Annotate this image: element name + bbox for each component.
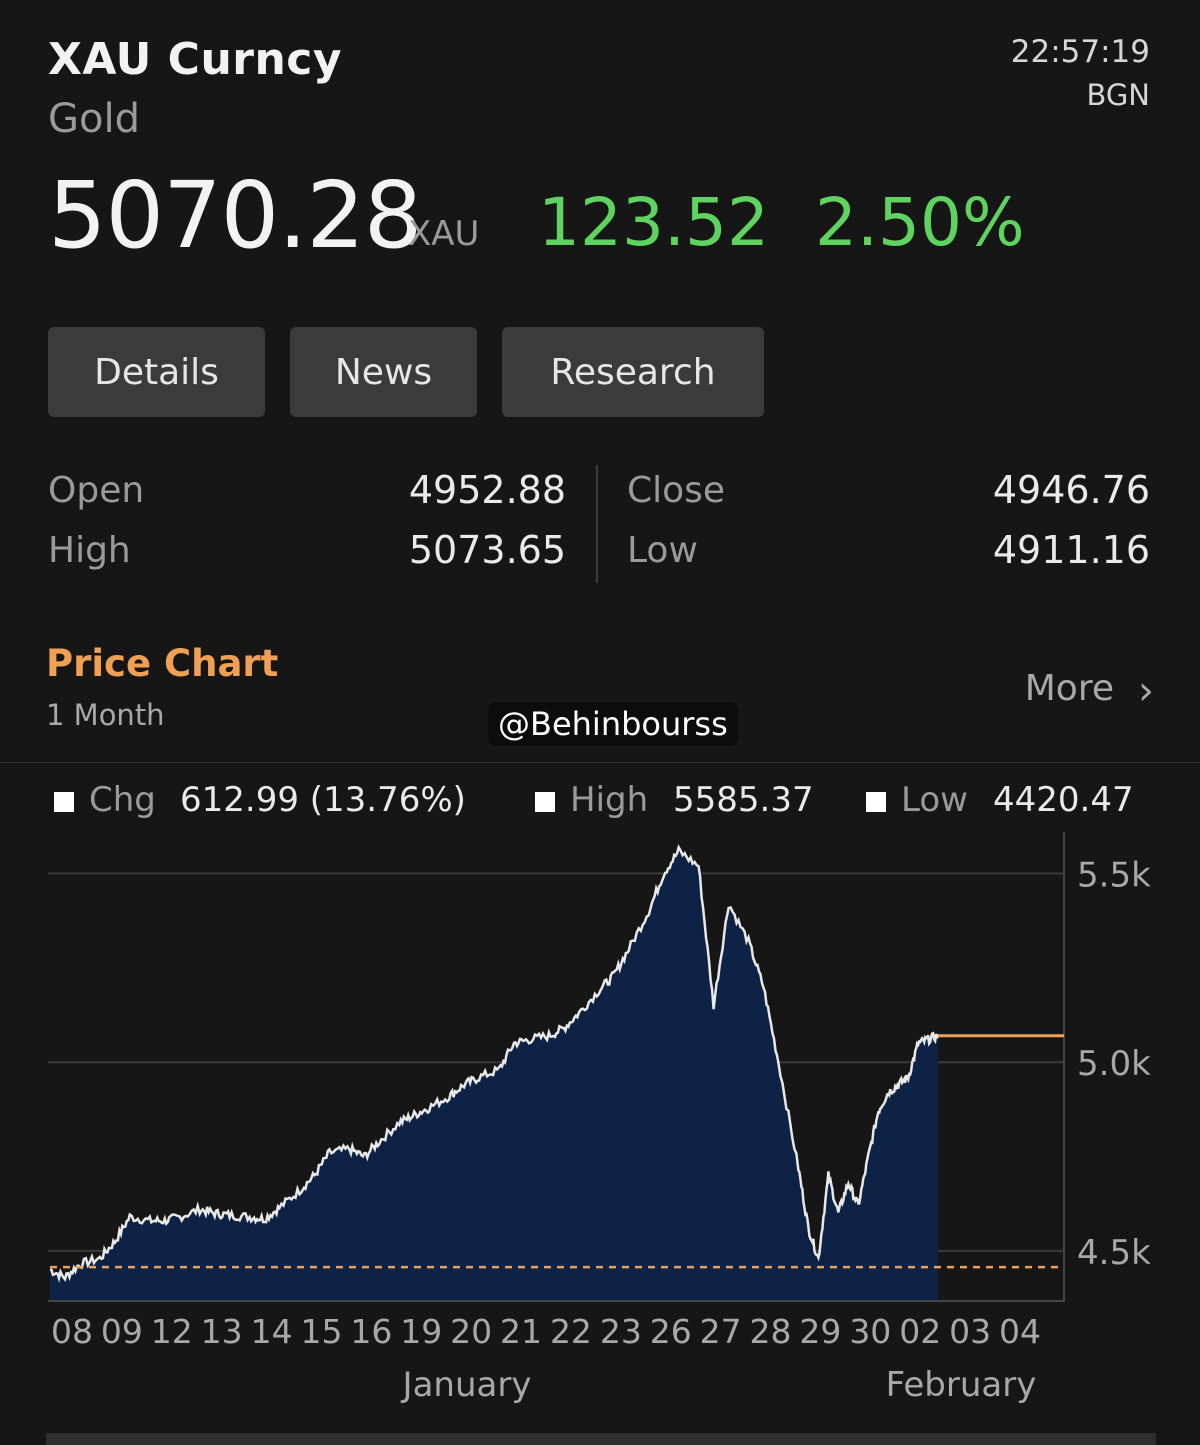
low-label: Low (627, 530, 698, 571)
low-legend-value: 4420.47 (993, 780, 1134, 820)
x-tick-label: 28 (750, 1312, 792, 1351)
open-label: Open (48, 470, 145, 511)
x-tick-label: 21 (500, 1312, 542, 1351)
chg-legend-value: 612.99 (13.76%) (180, 780, 466, 820)
y-tick-label: 5.5k (1077, 856, 1151, 896)
quote-time: 22:57:19 (1010, 34, 1150, 70)
x-tick-label: 15 (300, 1312, 342, 1351)
high-label: High (48, 530, 131, 571)
month-label-january: January (401, 1365, 532, 1405)
section-divider (0, 762, 1200, 763)
percent-change: 2.50% (815, 184, 1025, 261)
x-tick-label: 27 (700, 1312, 742, 1351)
x-tick-label: 08 (51, 1312, 93, 1351)
last-price: 5070.28 (48, 162, 422, 269)
high-legend-value: 5585.37 (673, 780, 814, 820)
chg-legend-marker (54, 792, 74, 812)
chevron-right-icon[interactable]: › (1138, 668, 1154, 714)
net-change: 123.52 (538, 184, 769, 261)
x-tick-label: 26 (650, 1312, 692, 1351)
watermark-label: @Behinbourss (488, 702, 738, 746)
x-tick-label: 03 (949, 1312, 991, 1351)
bottom-panel-edge (46, 1433, 1156, 1445)
pricing-source: BGN (1086, 78, 1150, 112)
price-line (49, 844, 940, 1283)
high-legend-marker (535, 792, 555, 812)
open-value: 4952.88 (408, 468, 566, 512)
low-legend-label: Low (901, 780, 968, 820)
x-tick-label: 22 (550, 1312, 592, 1351)
more-link[interactable]: More (1024, 668, 1114, 709)
x-tick-label: 12 (151, 1312, 193, 1351)
stats-divider (596, 465, 598, 583)
chart-range[interactable]: 1 Month (46, 698, 165, 732)
x-tick-label: 09 (101, 1312, 143, 1351)
close-label: Close (627, 470, 726, 511)
tab-details[interactable]: Details (48, 327, 265, 417)
chg-legend-label: Chg (89, 780, 156, 820)
price-chart-title: Price Chart (46, 642, 279, 685)
y-tick-label: 5.0k (1077, 1044, 1151, 1084)
x-tick-label: 04 (999, 1312, 1041, 1351)
x-tick-label: 02 (899, 1312, 941, 1351)
security-name: Gold (48, 96, 140, 142)
x-tick-label: 13 (201, 1312, 243, 1351)
x-tick-label: 19 (400, 1312, 442, 1351)
low-value: 4911.16 (992, 528, 1150, 572)
tab-news[interactable]: News (290, 327, 477, 417)
month-label-february: February (886, 1365, 1037, 1405)
high-value: 5073.65 (408, 528, 566, 572)
y-tick-label: 4.5k (1077, 1233, 1151, 1273)
x-tick-label: 20 (450, 1312, 492, 1351)
x-tick-label: 23 (600, 1312, 642, 1351)
ticker-title: XAU Curncy (48, 34, 343, 85)
close-value: 4946.76 (992, 468, 1150, 512)
x-tick-label: 30 (849, 1312, 891, 1351)
high-legend-label: High (570, 780, 649, 820)
price-unit: XAU (408, 214, 480, 254)
x-tick-label: 16 (350, 1312, 392, 1351)
x-tick-label: 14 (251, 1312, 293, 1351)
x-tick-label: 29 (799, 1312, 841, 1351)
low-legend-marker (866, 792, 886, 812)
tab-research[interactable]: Research (502, 327, 764, 417)
